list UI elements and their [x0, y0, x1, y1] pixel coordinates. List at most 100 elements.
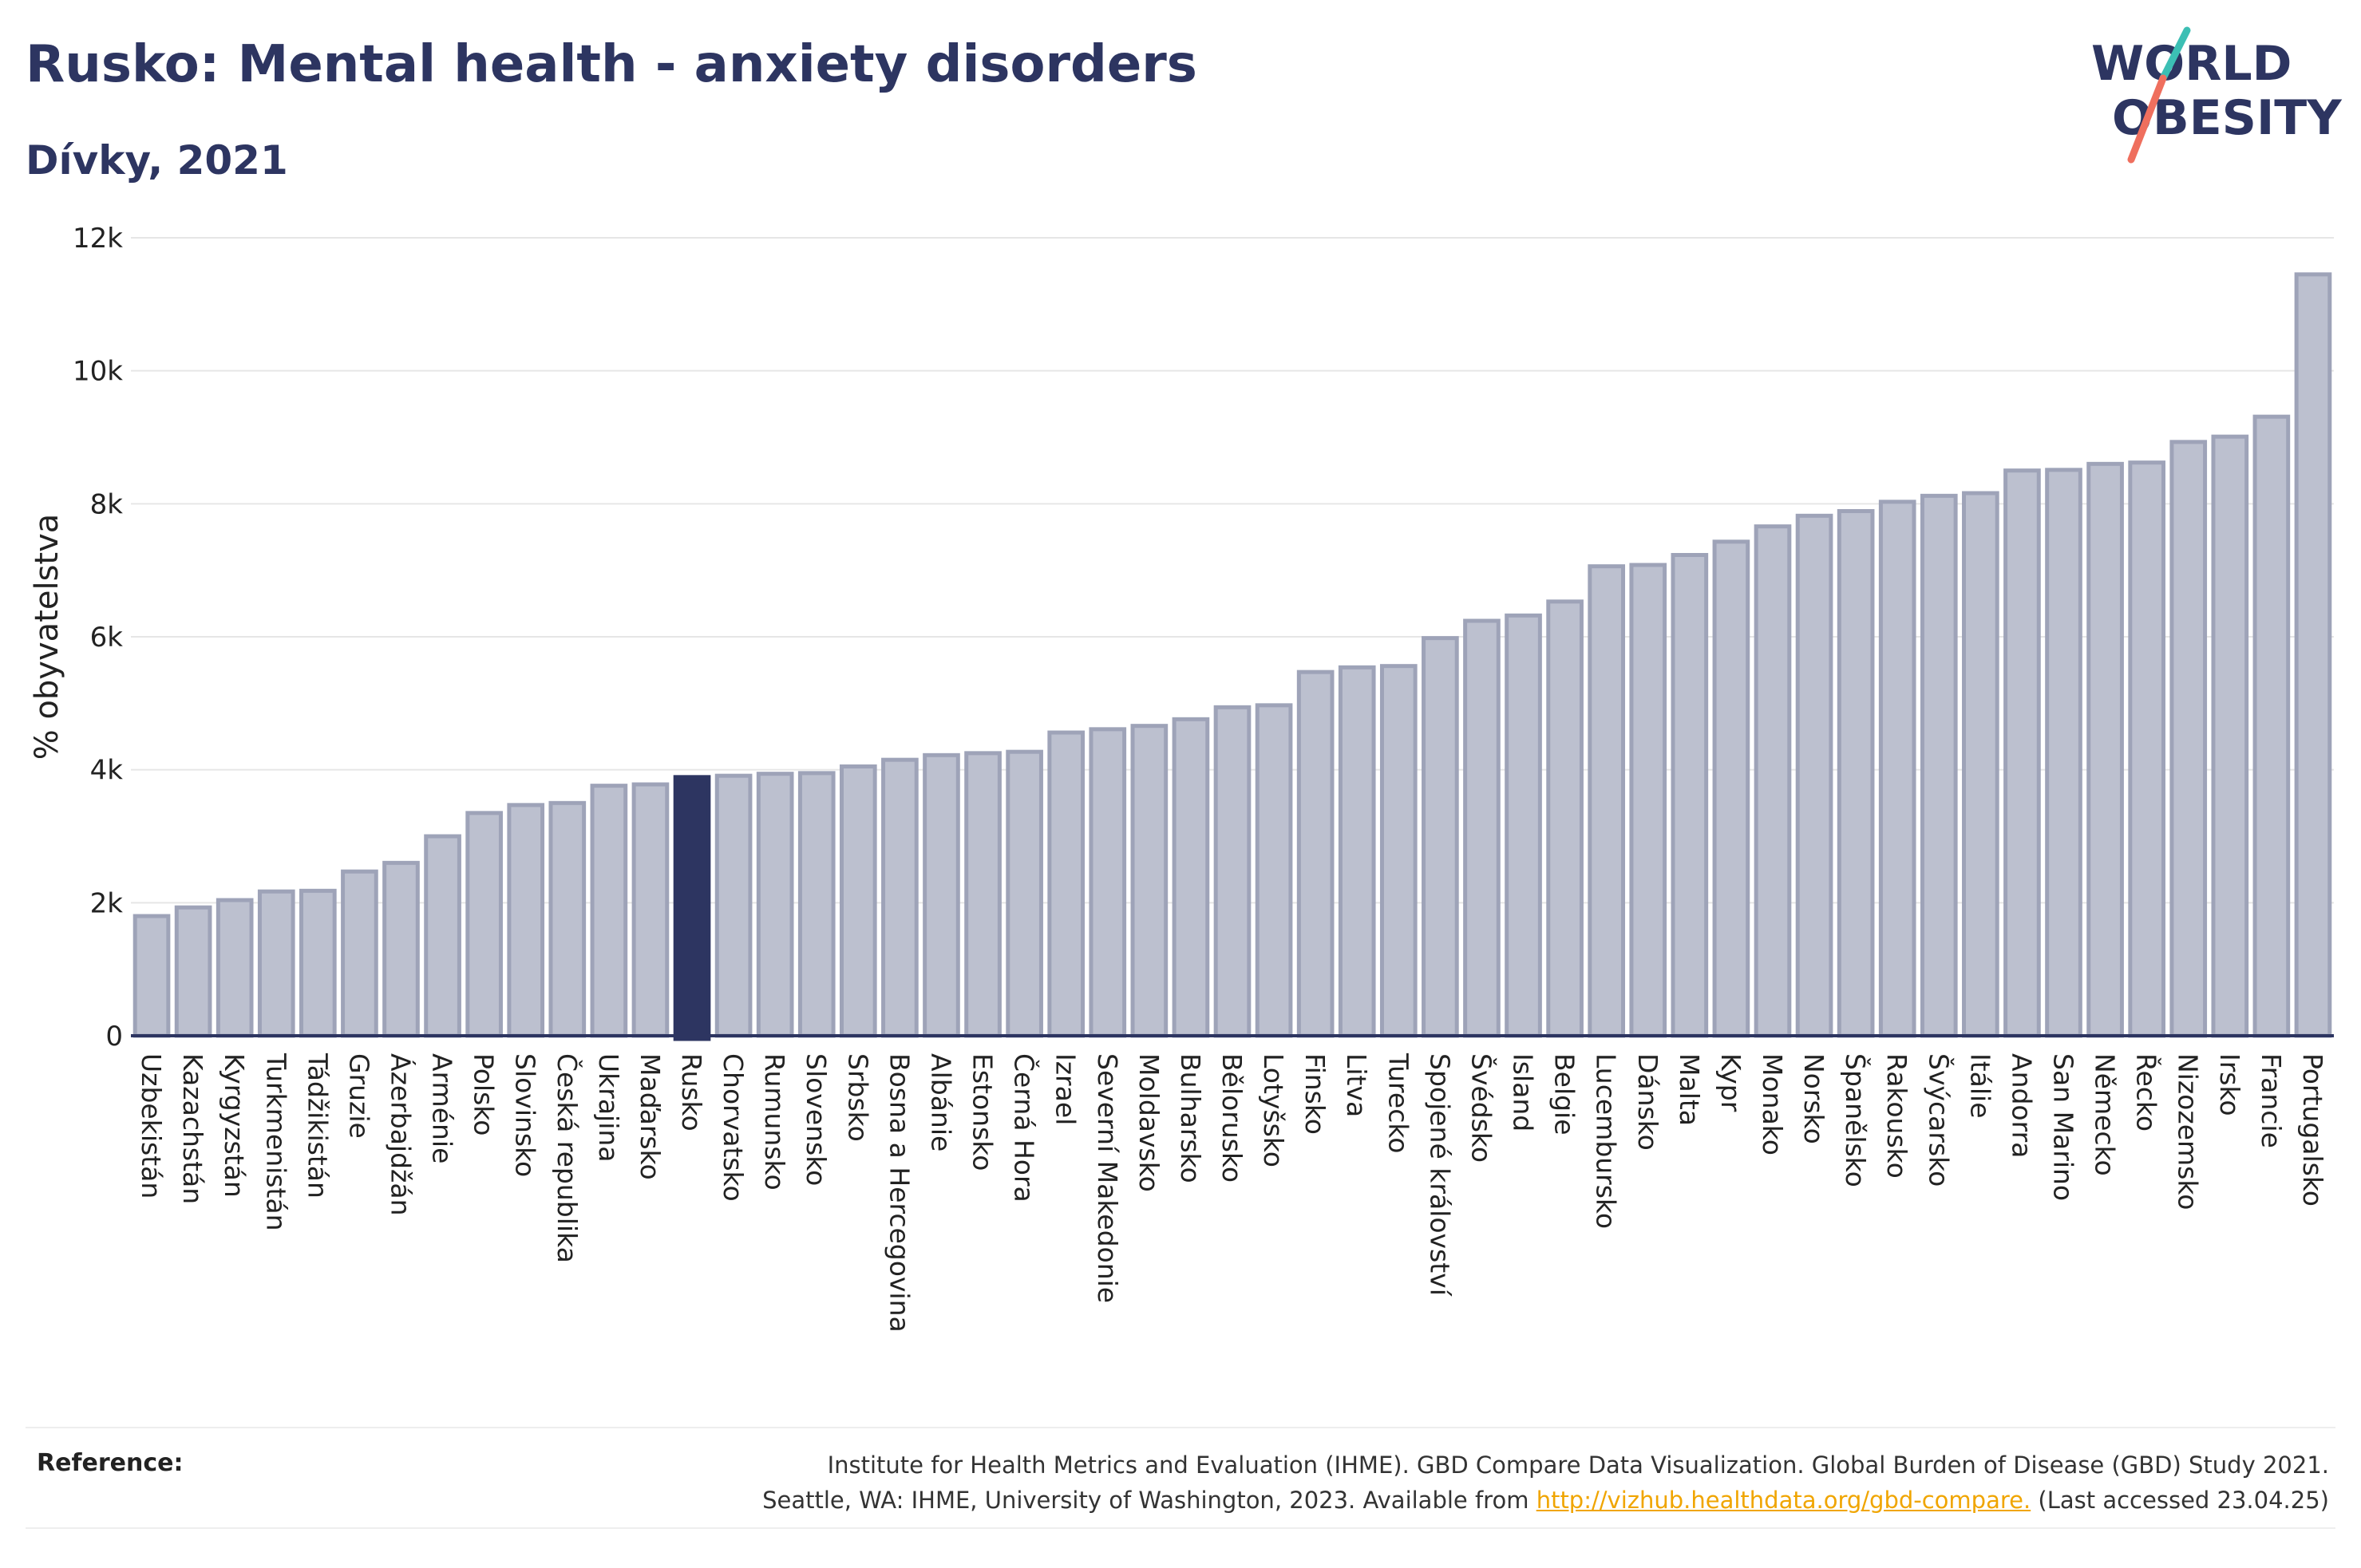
bar-Slovensko[interactable] [797, 771, 836, 1038]
x-tick-label: San Marino [2048, 1053, 2079, 1201]
bar-Lucembursko[interactable] [1588, 564, 1626, 1038]
bar-Bulharsko[interactable] [1172, 717, 1210, 1038]
x-tick-label: Moldavsko [1133, 1053, 1165, 1192]
bar-Severní Makedonie[interactable] [1089, 727, 1127, 1038]
bar-Maďarsko[interactable] [631, 782, 670, 1038]
y-tick-label: 6k [90, 622, 124, 654]
bar-Polsko[interactable] [465, 811, 503, 1038]
x-tick-label: Slovensko [801, 1053, 832, 1186]
bar-Arménie[interactable] [424, 834, 461, 1038]
logo-slash-coral [2127, 74, 2167, 164]
bar-Irsko[interactable] [2211, 434, 2249, 1038]
x-tick-label: Kyrgyzstán [219, 1053, 250, 1198]
x-tick-label: Francie [2256, 1053, 2287, 1148]
world-obesity-logo: WORLD OBESITY [2091, 26, 2343, 164]
bar-Nizozemsko[interactable] [2169, 440, 2208, 1038]
bar-Česká republika[interactable] [548, 800, 587, 1038]
x-tick-label: Itálie [1964, 1053, 1995, 1119]
bar-Lotyšsko[interactable] [1255, 703, 1293, 1038]
bar-Portugalsko[interactable] [2294, 272, 2332, 1038]
bar-Moldavsko[interactable] [1130, 724, 1169, 1038]
x-tick-label: Irsko [2214, 1053, 2245, 1116]
x-tick-label: Gruzie [343, 1053, 374, 1139]
x-tick-label: Andorra [2006, 1053, 2037, 1158]
reference-line2-post: (Last accessed 23.04.25) [2031, 1487, 2329, 1514]
x-tick-label: Slovinsko [510, 1053, 541, 1177]
bar-Chorvatsko[interactable] [714, 773, 753, 1038]
bar-Litva[interactable] [1338, 665, 1376, 1038]
x-tick-label: Finsko [1299, 1053, 1331, 1135]
bar-Srbsko[interactable] [839, 764, 877, 1038]
bar-Spojené království[interactable] [1422, 636, 1459, 1038]
x-tick-label: Polsko [469, 1053, 500, 1136]
x-tick-label: Lucembursko [1591, 1053, 1622, 1229]
y-tick-label: 2k [90, 887, 124, 919]
reference-label: Reference: [37, 1449, 184, 1477]
reference-line1: Institute for Health Metrics and Evaluat… [827, 1451, 2329, 1479]
bar-Německo[interactable] [2086, 461, 2124, 1038]
bar-Andorra[interactable] [2003, 468, 2041, 1038]
bar-Malta[interactable] [1671, 553, 1709, 1038]
bar-Švédsko[interactable] [1463, 618, 1501, 1038]
bar-Belgie[interactable] [1546, 599, 1584, 1038]
y-axis-label: % obyvatelstva [29, 514, 65, 760]
x-tick-label: Norsko [1798, 1053, 1829, 1144]
bar-Řecko[interactable] [2128, 460, 2165, 1038]
bar-Rumunsko[interactable] [756, 772, 794, 1038]
bar-Dánsko[interactable] [1629, 563, 1667, 1038]
bar-Slovinsko[interactable] [507, 803, 545, 1038]
bar-Gruzie[interactable] [341, 869, 378, 1038]
x-tick-label: Lotyšsko [1258, 1053, 1289, 1167]
x-tick-label: Arménie [427, 1053, 458, 1163]
bar-Norsko[interactable] [1795, 513, 1833, 1038]
x-axis-labels: Uzbekistán Kazachstán Kyrgyzstán Turkmenist… [136, 1053, 2328, 1333]
x-tick-label: Chorvatsko [718, 1053, 749, 1202]
x-tick-label: Spojené království [1424, 1053, 1455, 1297]
bar-Rakousko[interactable] [1878, 500, 1916, 1038]
reference-link[interactable]: http://vizhub.healthdata.org/gbd-compare… [1536, 1487, 2031, 1514]
x-tick-label: Uzbekistán [136, 1053, 167, 1199]
bar-Kazachstán[interactable] [174, 905, 212, 1038]
x-tick-label: Turkmenistán [260, 1053, 291, 1231]
bar-Island[interactable] [1505, 613, 1542, 1038]
x-tick-label: Severní Makedonie [1092, 1053, 1123, 1303]
x-tick-label: Monako [1757, 1053, 1788, 1155]
y-tick-label: 10k [73, 356, 123, 388]
bar-chart: 0 2k 4k 6k 8k 10k 12k Uzbekistán Kazachstán Kyrg… [29, 223, 2334, 1333]
bar-Švýcarsko[interactable] [1920, 493, 1958, 1038]
bar-Albánie[interactable] [923, 752, 960, 1038]
bar-Tádžikistán[interactable] [299, 888, 337, 1038]
bars [132, 272, 2332, 1041]
bar-Španělsko[interactable] [1837, 509, 1875, 1038]
x-tick-label: Srbsko [842, 1053, 873, 1142]
bar-Estonsko[interactable] [964, 751, 1002, 1038]
bar-San Marino[interactable] [2045, 468, 2082, 1038]
reference-line2: Seattle, WA: IHME, University of Washing… [762, 1483, 2329, 1518]
bar-Francie[interactable] [2252, 414, 2291, 1038]
bar-Turkmenistán[interactable] [257, 889, 295, 1038]
bar-Bělorusko[interactable] [1213, 705, 1252, 1038]
x-tick-label: Litva [1341, 1053, 1372, 1117]
bar-Ukrajina[interactable] [590, 784, 628, 1038]
bar-Monako[interactable] [1754, 524, 1792, 1038]
x-tick-label: Ázerbajdžán [385, 1053, 417, 1216]
bar-Uzbekistán[interactable] [132, 914, 171, 1038]
bar-Kypr[interactable] [1712, 539, 1750, 1038]
bar-Izrael[interactable] [1047, 730, 1086, 1038]
bar-Bosna a Hercegovina[interactable] [881, 757, 919, 1038]
x-tick-label: Řecko [2131, 1053, 2163, 1132]
x-tick-label: Estonsko [967, 1053, 999, 1171]
x-tick-label: Bělorusko [1216, 1053, 1248, 1183]
bar-Itálie[interactable] [1962, 491, 1999, 1038]
bar-Finsko[interactable] [1296, 669, 1335, 1038]
x-tick-label: Malta [1674, 1053, 1705, 1126]
bar-Černá Hora[interactable] [1006, 749, 1043, 1038]
bar-Turecko[interactable] [1379, 664, 1418, 1038]
bar-Ázerbajdžán[interactable] [382, 860, 420, 1038]
x-tick-label: Albánie [925, 1053, 956, 1151]
y-tick-label: 8k [90, 488, 124, 520]
x-tick-label: Bulharsko [1175, 1053, 1206, 1183]
x-tick-label: Island [1508, 1053, 1539, 1132]
bar-Kyrgyzstán[interactable] [216, 898, 254, 1038]
bar-Rusko[interactable] [673, 775, 711, 1041]
